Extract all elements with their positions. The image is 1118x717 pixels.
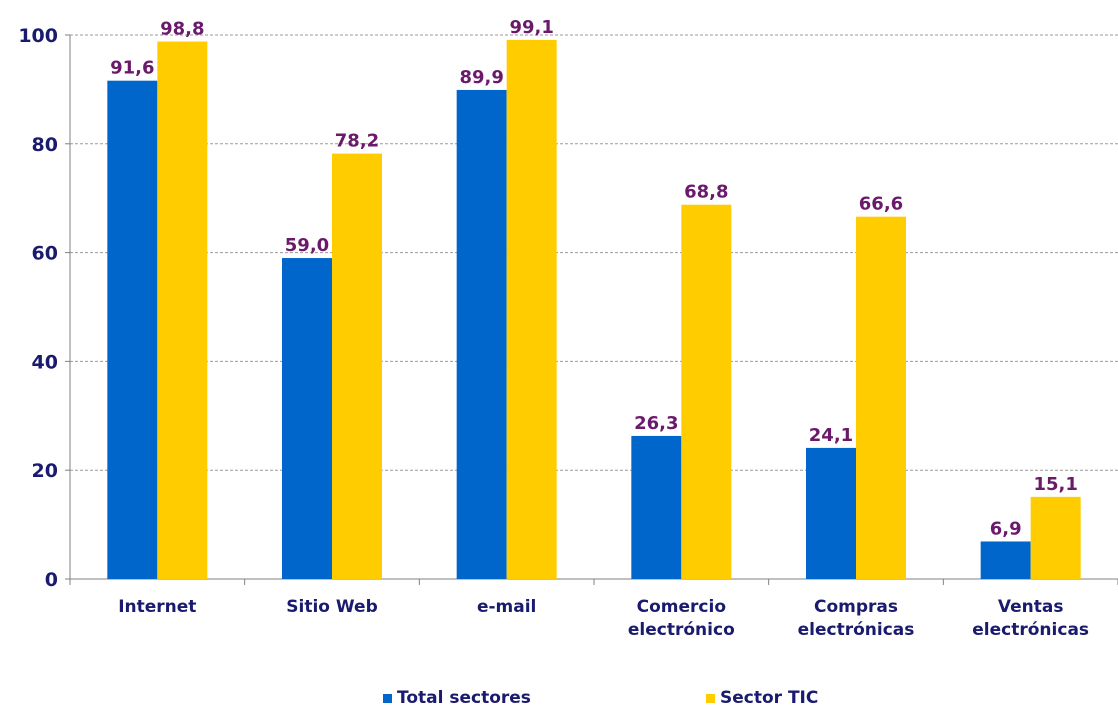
y-tick-label-0: 0 (45, 569, 58, 591)
legend-label-sector-tic: Sector TIC (720, 688, 819, 708)
bar-4-total-sectores (806, 447, 856, 579)
bar-5-total-sectores (980, 541, 1031, 579)
data-label-5-total-sectores: 6,9 (990, 518, 1022, 539)
bar-1-total-sectores (282, 258, 332, 579)
y-tick-label-100: 100 (18, 25, 58, 47)
data-labels: 91,6 98,8 59,0 78,2 89,9 99,1 26,3 68,8 24,1 66,6… (110, 17, 1078, 540)
y-tick-label-20: 20 (32, 460, 58, 482)
bar-5-sector-tic (1030, 496, 1081, 579)
x-tick-label-0-line-0: Internet (118, 597, 196, 617)
legend: Total sectores Sector TIC (0, 688, 1118, 710)
bar-2-sector-tic (506, 39, 557, 580)
bar-1-sector-tic (332, 153, 382, 580)
legend-label-total-sectores: Total sectores (397, 688, 531, 708)
y-tick-label-40: 40 (32, 351, 58, 373)
data-label-0-sector-tic: 98,8 (160, 19, 204, 40)
x-tick-label-2-line-0: e-mail (477, 597, 536, 617)
bar-3-total-sectores (631, 435, 682, 579)
bar-3-sector-tic (681, 204, 732, 579)
data-label-3-sector-tic: 68,8 (684, 182, 728, 203)
y-tick-labels: 0 20 40 60 80 100 (18, 25, 58, 591)
data-label-5-sector-tic: 15,1 (1033, 474, 1077, 495)
bar-0-sector-tic (157, 41, 208, 579)
legend-item-sector-tic: Sector TIC (706, 688, 818, 708)
x-tick-label-3-line-0: Comercio (637, 597, 726, 617)
data-label-3-total-sectores: 26,3 (634, 413, 678, 434)
x-tick-label-3-line-1: electrónico (628, 620, 735, 640)
data-label-1-total-sectores: 59,0 (285, 235, 329, 256)
x-tick-label-5-line-0: Ventas (998, 597, 1064, 617)
data-label-4-sector-tic: 66,6 (859, 194, 903, 215)
legend-swatch-total-sectores (383, 693, 392, 703)
bar-2-total-sectores (456, 89, 507, 579)
data-label-0-total-sectores: 91,6 (110, 58, 154, 79)
bars (107, 39, 1081, 580)
data-label-2-sector-tic: 99,1 (509, 17, 553, 38)
bar-0-total-sectores (107, 80, 158, 580)
y-tick-label-80: 80 (32, 134, 58, 156)
legend-swatch-sector-tic (706, 693, 715, 703)
data-label-4-total-sectores: 24,1 (809, 425, 853, 446)
x-tick-label-5-line-1: electrónicas (972, 620, 1089, 640)
bar-4-sector-tic (856, 216, 906, 580)
data-label-2-total-sectores: 89,9 (459, 67, 503, 88)
axes (65, 34, 1118, 585)
data-label-1-sector-tic: 78,2 (335, 131, 379, 152)
x-tick-label-1-line-0: Sitio Web (286, 597, 377, 617)
y-tick-label-60: 60 (32, 243, 58, 265)
gridlines (70, 34, 1118, 471)
x-tick-label-4-line-0: Compras (814, 597, 898, 617)
legend-item-total-sectores: Total sectores (383, 688, 531, 708)
x-tick-labels: Internet Sitio Web e-mail Comercio electróni… (118, 597, 1089, 640)
x-tick-label-4-line-1: electrónicas (798, 620, 915, 640)
